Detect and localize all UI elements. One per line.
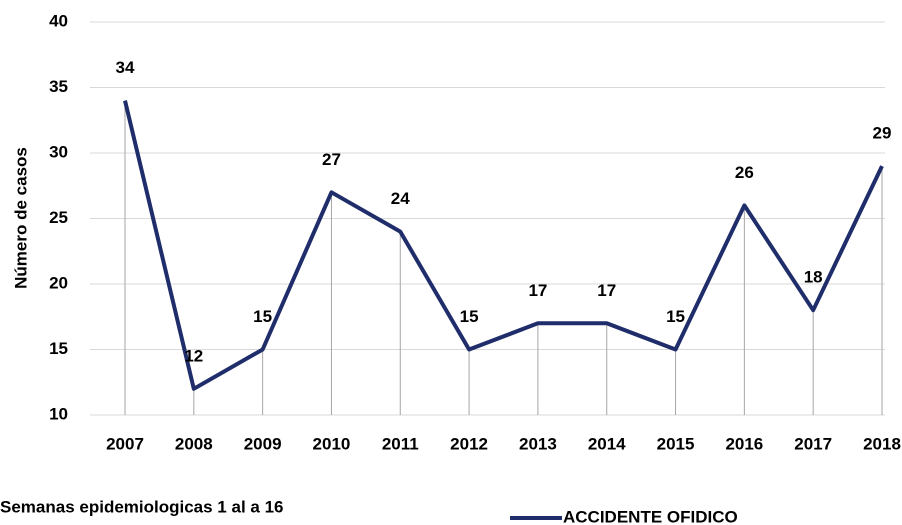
x-tick-label: 2016 bbox=[725, 434, 763, 453]
x-tick-label: 2018 bbox=[863, 434, 901, 453]
x-tick-label: 2017 bbox=[794, 434, 832, 453]
data-label: 27 bbox=[322, 150, 341, 169]
x-tick-label: 2010 bbox=[313, 434, 351, 453]
data-label: 29 bbox=[873, 124, 892, 143]
y-tick-label: 10 bbox=[49, 404, 68, 423]
data-label: 15 bbox=[460, 307, 479, 326]
data-label: 26 bbox=[735, 163, 754, 182]
x-tick-label: 2013 bbox=[519, 434, 557, 453]
data-label: 17 bbox=[597, 281, 616, 300]
y-tick-label: 40 bbox=[49, 11, 68, 30]
y-tick-label: 25 bbox=[49, 208, 68, 227]
data-label: 18 bbox=[804, 268, 823, 287]
data-label: 34 bbox=[116, 58, 135, 77]
y-tick-label: 15 bbox=[49, 339, 68, 358]
x-tick-label: 2009 bbox=[244, 434, 282, 453]
x-tick-label: 2011 bbox=[382, 434, 419, 453]
x-tick-label: 2012 bbox=[450, 434, 488, 453]
x-tick-label: 2014 bbox=[588, 434, 626, 453]
x-axis-title: Semanas epidemiologicas 1 al a 16 bbox=[0, 497, 283, 516]
y-tick-label: 20 bbox=[49, 273, 68, 292]
x-tick-label: 2008 bbox=[175, 434, 213, 453]
y-axis-title: Número de casos bbox=[11, 147, 30, 289]
y-tick-label: 35 bbox=[49, 77, 68, 96]
series-line bbox=[123, 100, 884, 391]
y-tick-label: 30 bbox=[49, 142, 68, 161]
x-tick-label: 2007 bbox=[106, 434, 144, 453]
legend-label: ACCIDENTE OFIDICO bbox=[563, 507, 738, 525]
data-label: 24 bbox=[391, 189, 410, 208]
data-label: 15 bbox=[666, 307, 685, 326]
x-tick-label: 2015 bbox=[657, 434, 695, 453]
data-label: 15 bbox=[253, 307, 272, 326]
data-label: 17 bbox=[528, 281, 547, 300]
data-label: 12 bbox=[184, 346, 203, 365]
